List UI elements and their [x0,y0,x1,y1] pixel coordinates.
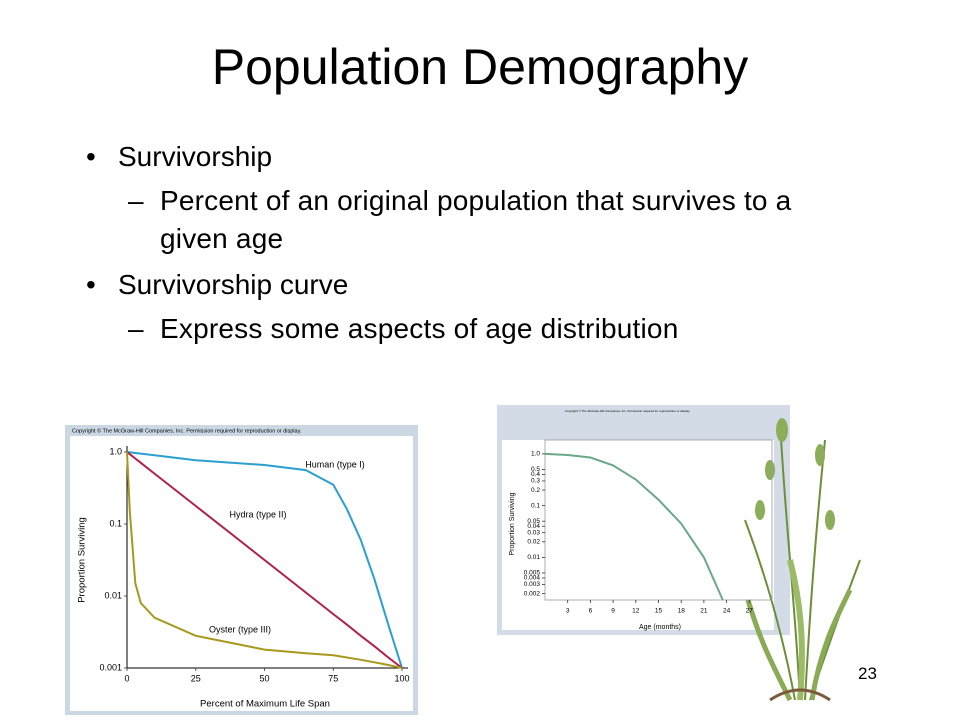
plant-leaf [809,588,853,701]
x-tick-label: 0 [124,673,129,683]
plant-leaf [787,559,805,701]
x-tick-label: 21 [700,608,708,615]
x-tick-label: 12 [632,608,640,615]
y-tick-label: 1.0 [109,446,122,456]
bullet-list: Survivorship Percent of an original popul… [0,138,900,356]
y-tick-label: 0.02 [527,539,540,546]
y-tick-label: 0.005 [524,570,541,577]
plant-leaf [745,599,793,702]
y-axis-title: Proportion Surviving [77,517,88,603]
y-tick-label: 0.004 [524,575,541,582]
x-tick-label: 24 [723,608,731,615]
y-tick-label: 0.001 [99,662,122,672]
y-tick-label: 0.04 [527,523,540,530]
x-tick-label: 25 [191,673,201,683]
y-tick-label: 0.01 [527,554,540,561]
y-tick-label: 0.002 [524,590,541,597]
plant [744,418,861,702]
plant-stem [744,519,796,701]
y-tick-label: 1.0 [531,451,540,458]
y-tick-label: 0.03 [527,529,540,536]
y-tick-label: 0.1 [531,502,540,509]
page-number: 23 [858,664,877,683]
survivorship-curve [544,452,724,601]
plot-background [502,440,774,630]
series-label: Hydra (type II) [229,509,286,519]
y-tick-label: 0.05 [527,518,540,525]
bullet: Survivorship [86,138,900,176]
x-tick-label: 6 [589,608,593,615]
plant-stem [804,439,826,701]
plant-seed-head [765,460,775,480]
plant-seed-head [776,418,788,442]
copyright-note: Copyright © The McGraw-Hill Companies, I… [72,427,302,434]
x-tick-label: 50 [259,673,269,683]
x-tick-label: 18 [678,608,686,615]
survivorship-curve [126,451,403,669]
bullet: Survivorship curve [86,266,900,304]
x-tick-label: 100 [394,673,409,683]
x-tick-label: 15 [655,608,663,615]
y-tick-label: 0.4 [531,471,540,478]
y-tick-label: 0.2 [531,487,540,494]
y-tick-label: 0.5 [531,466,540,473]
sub-bullet: Express some aspects of age distribution [128,310,800,348]
x-tick-label: 9 [611,608,615,615]
y-tick-label: 0.003 [524,581,541,588]
x-tick-label: 27 [746,608,754,615]
copyright-note: Copyright © The McGraw-Hill Companies, I… [565,409,690,413]
survivorship-curve [126,451,403,669]
x-axis-title: Percent of Maximum Life Span [200,699,330,710]
survivorship-curve [126,451,403,669]
y-axis-title: Proportion Surviving [509,492,516,555]
y-tick-label: 0.1 [109,518,122,528]
slide-title: Population Demography [211,39,749,95]
plant-seed-head [825,510,835,530]
series-label: Oyster (type III) [209,624,271,634]
plant-seed-head [815,444,825,466]
x-axis-title: Age (months) [639,624,681,631]
x-tick-label: 3 [566,608,570,615]
plant-seed-head [755,500,765,520]
x-tick-label: 75 [328,673,338,683]
y-tick-label: 0.3 [531,478,540,485]
sub-bullet: Percent of an original population that s… [128,182,800,258]
series-label: Human (type I) [305,459,365,469]
plant-roots [769,688,831,702]
y-tick-label: 0.01 [104,590,122,600]
